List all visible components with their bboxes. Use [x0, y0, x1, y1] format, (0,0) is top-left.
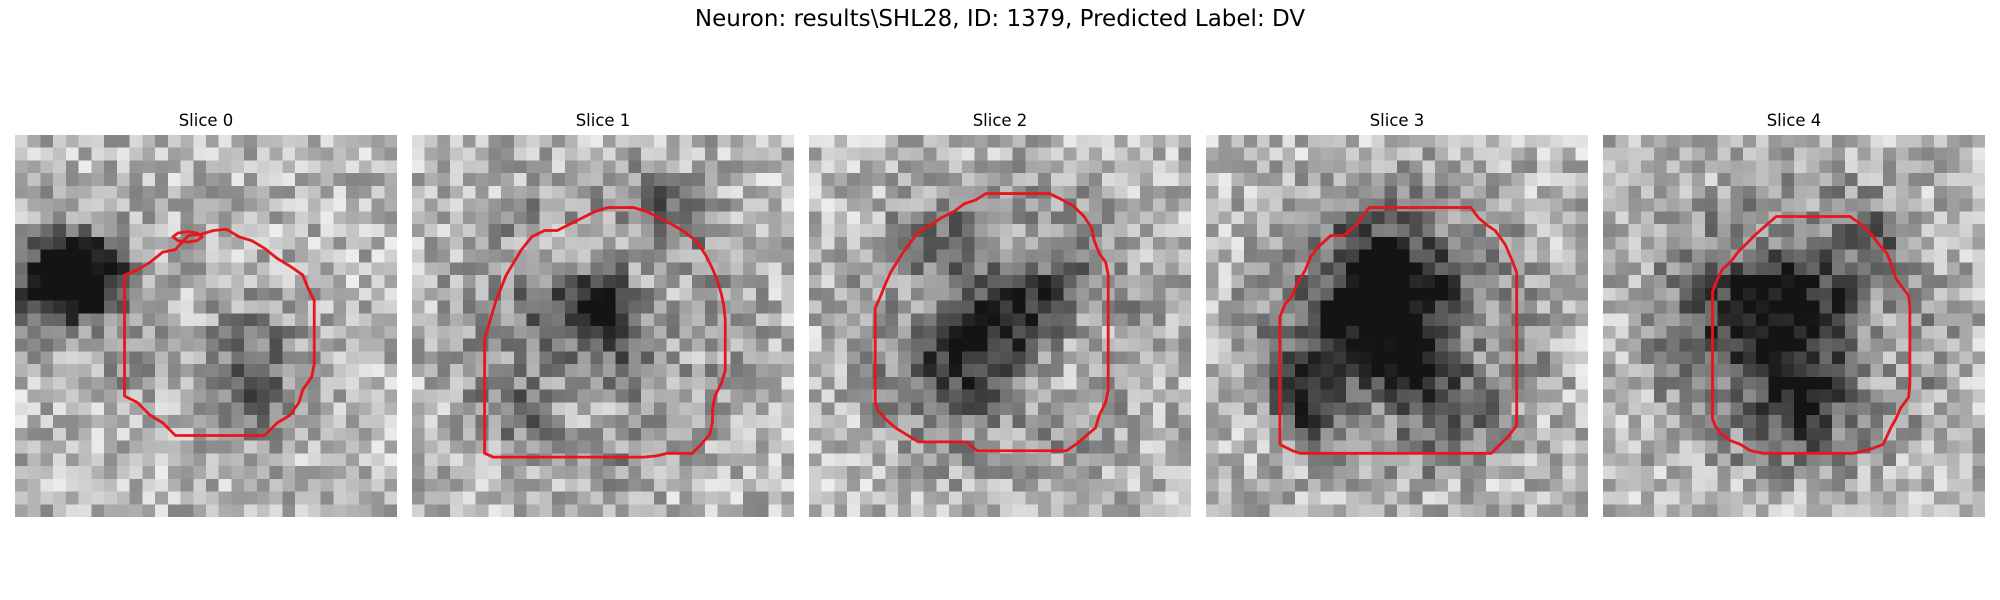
- slice-image: [809, 135, 1191, 517]
- slice-panel: Slice 3: [1206, 108, 1588, 517]
- slice-image: [15, 135, 397, 517]
- slice-title: Slice 2: [972, 111, 1028, 130]
- slice-panel: Slice 0: [15, 108, 397, 517]
- cell-contour: [171, 230, 204, 244]
- slice-image: [412, 135, 794, 517]
- cell-contour: [123, 227, 316, 437]
- pixel-grid: [412, 135, 794, 517]
- slice-title: Slice 0: [178, 111, 234, 130]
- slice-title: Slice 4: [1766, 111, 1822, 130]
- cell-contour: [1711, 215, 1912, 455]
- pixel-grid: [15, 135, 397, 517]
- slice-image: [1603, 135, 1985, 517]
- cell-contour: [1278, 206, 1519, 455]
- pixel-grid: [1206, 135, 1588, 517]
- slice-panel: Slice 2: [809, 108, 1191, 517]
- pixel-grid: [1603, 135, 1985, 517]
- cell-contour: [483, 206, 727, 459]
- slice-panel: Slice 1: [412, 108, 794, 517]
- figure-title: Neuron: results\SHL28, ID: 1379, Predict…: [694, 6, 1306, 32]
- slice-title: Slice 1: [575, 111, 631, 130]
- pixel-grid: [809, 135, 1191, 517]
- slice-image: [1206, 135, 1588, 517]
- slice-title: Slice 3: [1369, 111, 1425, 130]
- cell-contour: [873, 192, 1110, 453]
- slice-panel: Slice 4: [1603, 108, 1985, 517]
